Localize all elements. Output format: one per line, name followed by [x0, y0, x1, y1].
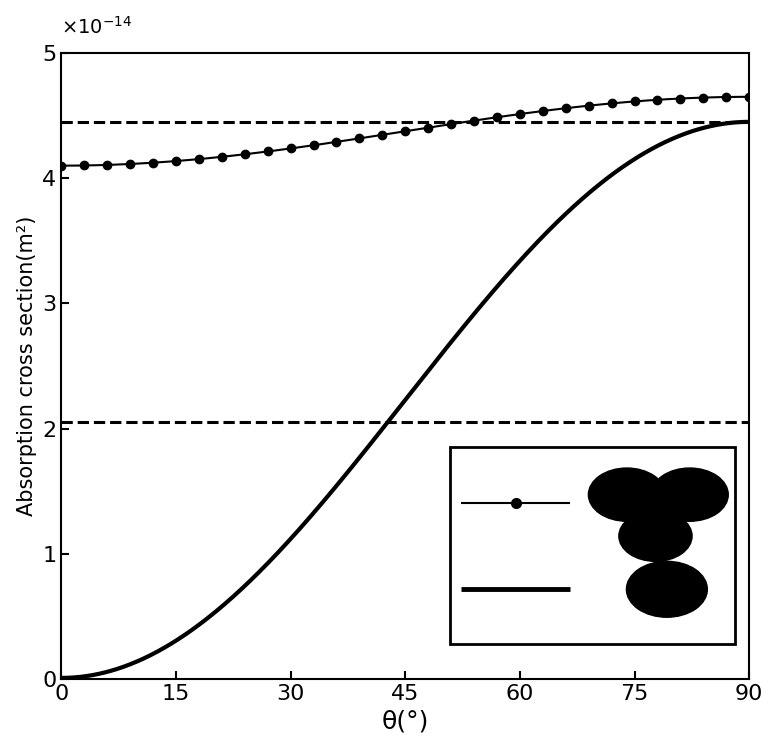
Text: $\times\mathregular{10^{-14}}$: $\times\mathregular{10^{-14}}$	[62, 16, 133, 38]
FancyBboxPatch shape	[450, 447, 736, 644]
Y-axis label: Absorption cross section(m²): Absorption cross section(m²)	[16, 216, 37, 516]
X-axis label: θ(°): θ(°)	[381, 710, 429, 734]
